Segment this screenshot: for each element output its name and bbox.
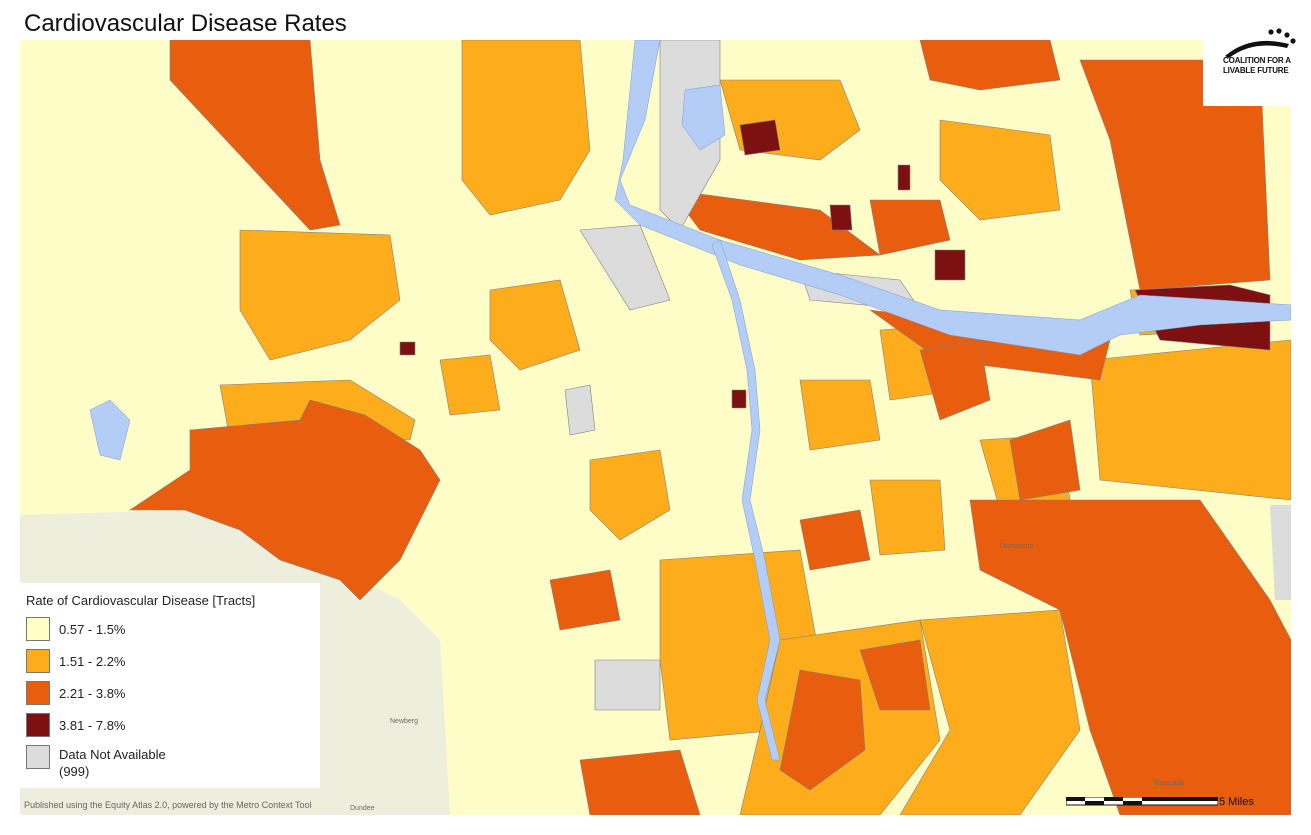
tract-ne-1: [719, 79, 861, 161]
legend-item-4: 3.81 - 7.8%: [26, 713, 320, 745]
tract-center-1: [489, 279, 581, 371]
legend-label-2: 1.51 - 2.2%: [59, 654, 126, 669]
legend-item-1: 0.57 - 1.5%: [26, 617, 320, 649]
legend-swatch-2: [26, 649, 50, 673]
legend-swatch-5: [26, 745, 50, 769]
logo-text: COALITION FOR A LIVABLE FUTURE: [1223, 56, 1291, 75]
tract-na-center: [564, 384, 596, 436]
coalition-logo: COALITION FOR A LIVABLE FUTURE: [1203, 26, 1303, 106]
scale-label: 5 Miles: [1219, 796, 1254, 808]
rivers: [89, 40, 1291, 761]
legend-label-1: 0.57 - 1.5%: [59, 622, 126, 637]
legend-item-2: 1.51 - 2.2%: [26, 649, 320, 681]
tracts-2.21-3.8: [129, 40, 1291, 815]
tract-cluster-4: [869, 199, 951, 256]
legend-swatch-3: [26, 681, 50, 705]
tract-river-1: [669, 189, 881, 261]
tract-dark-north-2: [829, 204, 853, 231]
tract-southwest: [129, 399, 441, 601]
map-legend: Rate of Cardiovascular Disease [Tracts] …: [20, 583, 320, 788]
tract-dark-center: [731, 389, 747, 409]
legend-swatch-4: [26, 713, 50, 737]
tract-dark-north-3: [934, 249, 966, 281]
tract-se-big: [969, 499, 1291, 815]
tract-south-4: [859, 639, 931, 711]
footer-credit: Published using the Equity Atlas 2.0, po…: [24, 800, 312, 810]
tract-na-river: [579, 224, 671, 311]
outside-region-southeast: [1270, 505, 1291, 600]
tract-south-2: [779, 669, 866, 791]
map-label-newberg: Newberg: [390, 718, 418, 725]
map-canvas: Newberg Dundee Damascus Estacada: [20, 40, 1291, 815]
tract-center-2: [589, 449, 671, 541]
map-label-estacada: Estacada: [1155, 780, 1184, 787]
legend-label-5: Data Not Available (999): [59, 747, 166, 779]
scale-bar: [1066, 797, 1218, 806]
legend-item-3: 2.21 - 3.8%: [26, 681, 320, 713]
logo-arc-icon: [1225, 28, 1296, 58]
lake-west: [89, 399, 131, 461]
legend-item-5: Data Not Available (999): [26, 745, 320, 789]
tract-center-5: [799, 379, 881, 451]
tract-west: [239, 229, 401, 361]
tract-dark-west: [399, 341, 416, 356]
tract-cluster-5: [799, 509, 871, 571]
tract-east-big: [1089, 339, 1291, 501]
legend-label-4: 3.81 - 7.8%: [59, 718, 126, 733]
lake-north: [681, 84, 726, 151]
willamette-river: [711, 239, 781, 761]
columbia-river: [614, 40, 1291, 356]
tract-northwest: [169, 40, 341, 231]
tract-cluster-1: [919, 339, 991, 421]
map-label-damascus: Damascus: [1000, 543, 1034, 550]
tract-ne-2: [939, 119, 1061, 221]
map-title: Cardiovascular Disease Rates: [24, 10, 347, 37]
tract-center-6: [439, 354, 501, 416]
tract-dark-north-4: [897, 164, 911, 191]
tract-cluster-3: [549, 569, 621, 631]
tract-dark-north-1: [739, 119, 781, 156]
legend-label-3: 2.21 - 3.8%: [59, 686, 126, 701]
tract-na-south: [594, 659, 661, 711]
tract-cluster-2: [1009, 419, 1081, 501]
tract-south-3: [579, 749, 701, 815]
tract-ne-top: [919, 40, 1061, 91]
tract-center-7: [869, 479, 946, 556]
legend-title: Rate of Cardiovascular Disease [Tracts]: [26, 593, 256, 608]
map-label-dundee: Dundee: [350, 805, 375, 812]
legend-swatch-1: [26, 617, 50, 641]
tract-north: [461, 40, 591, 216]
